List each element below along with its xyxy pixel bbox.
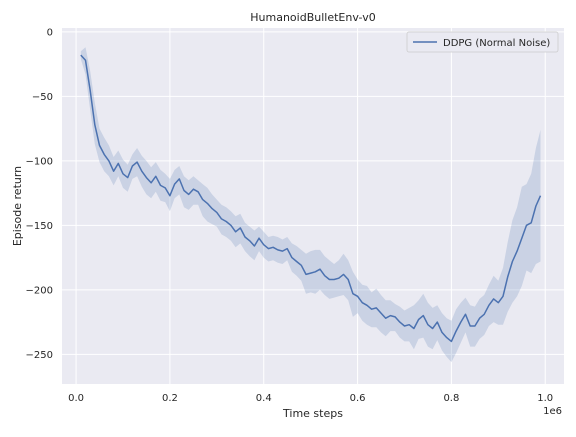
plot-background [62, 28, 564, 384]
legend: DDPG (Normal Noise) [406, 31, 559, 53]
y-tick-label: −250 [26, 350, 53, 361]
x-tick-label: 1.0 [537, 393, 553, 404]
series-line [80, 54, 542, 343]
legend-box [406, 31, 559, 53]
chart-title: HumanoidBulletEnv-v0 [250, 11, 375, 24]
x-offset-label: 1e6 [543, 406, 562, 417]
x-tick-label: 0.0 [68, 393, 84, 404]
y-tick-label: −200 [26, 285, 53, 296]
x-axis-label: Time steps [282, 407, 343, 420]
x-tick-label: 0.8 [443, 393, 459, 404]
y-tick-labels: 0 −50 −100 −150 −200 −250 [26, 27, 53, 360]
legend-entry: DDPG (Normal Noise) [443, 38, 550, 49]
x-tick-label: 0.6 [350, 393, 366, 404]
x-tick-label: 0.2 [162, 393, 178, 404]
x-tick-labels: 0.0 0.2 0.4 0.6 0.8 1.0 [68, 393, 553, 404]
y-tick-label: −150 [26, 221, 53, 232]
y-tick-label: −100 [26, 156, 53, 167]
grid-lines [62, 28, 564, 384]
y-axis-label: Episode return [11, 166, 24, 246]
x-tick-label: 0.4 [256, 393, 272, 404]
y-tick-label: 0 [47, 27, 53, 38]
y-tick-label: −50 [32, 92, 53, 103]
